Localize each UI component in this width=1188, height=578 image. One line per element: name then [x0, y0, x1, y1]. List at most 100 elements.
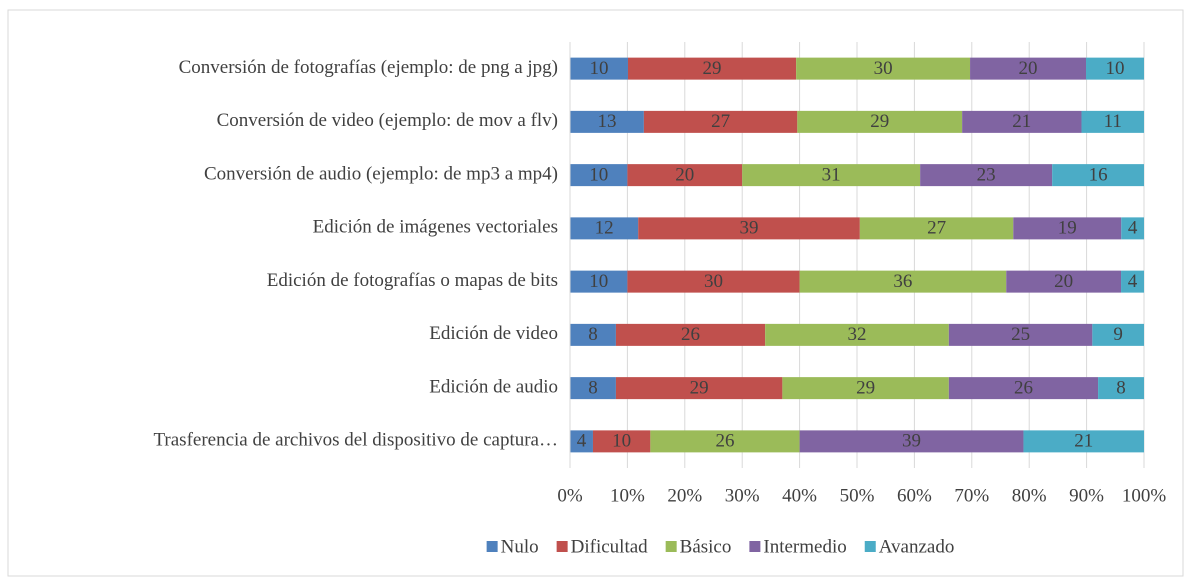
data-label: 20 — [1054, 271, 1073, 292]
bar-segment — [627, 164, 743, 187]
bar-segment — [782, 377, 949, 400]
data-label: 20 — [1019, 58, 1038, 79]
data-label: 10 — [589, 58, 608, 79]
bar-segment — [627, 57, 797, 80]
bar-segment — [570, 217, 639, 240]
bar-segment — [799, 430, 1024, 453]
data-label: 29 — [703, 58, 722, 79]
bar-segment — [592, 430, 651, 453]
data-label: 19 — [1058, 218, 1077, 239]
x-tick-label: 90% — [1069, 485, 1104, 506]
data-label: 21 — [1074, 431, 1093, 452]
bar-segment — [1086, 57, 1144, 80]
bar-segment — [799, 270, 1007, 293]
data-label: 30 — [874, 58, 893, 79]
bar-segment — [570, 57, 628, 80]
bar-segment — [948, 377, 1099, 400]
bar-segment — [627, 270, 800, 293]
x-tick-label: 0% — [557, 485, 583, 506]
bar-segment — [570, 377, 616, 400]
legend-swatch — [749, 541, 761, 552]
bar-segment — [796, 57, 971, 80]
data-label: 36 — [893, 271, 912, 292]
data-label: 21 — [1012, 111, 1031, 132]
y-tick-label: Conversión de audio (ejemplo: de mp3 a m… — [204, 163, 558, 184]
bar-segment — [570, 110, 644, 133]
bar-segment — [1098, 377, 1144, 400]
bar-segment — [638, 217, 860, 240]
legend-swatch — [486, 541, 498, 552]
bar-segment — [1121, 217, 1144, 240]
legend-label: Básico — [680, 536, 732, 557]
data-label: 27 — [927, 218, 946, 239]
data-label: 8 — [588, 377, 598, 398]
x-tick-label: 80% — [1012, 485, 1047, 506]
data-label: 10 — [589, 271, 608, 292]
legend-swatch — [556, 541, 568, 552]
data-label: 30 — [704, 271, 723, 292]
data-label: 32 — [848, 324, 867, 345]
chart-border — [7, 9, 1184, 577]
bar-segment — [650, 430, 800, 453]
bar-segment — [615, 377, 783, 400]
data-label: 27 — [711, 111, 730, 132]
data-label: 29 — [870, 111, 889, 132]
bar-segment — [1052, 164, 1144, 187]
y-tick-label: Edición de audio — [429, 376, 558, 397]
y-tick-label: Conversión de fotografías (ejemplo: de p… — [179, 57, 558, 78]
x-tick-label: 40% — [782, 485, 817, 506]
data-label: 10 — [589, 164, 608, 185]
bar-segment — [742, 164, 921, 187]
data-label: 13 — [597, 111, 616, 132]
data-label: 26 — [715, 431, 734, 452]
bar-segment — [859, 217, 1014, 240]
bar-segment — [615, 323, 766, 346]
data-label: 20 — [675, 164, 694, 185]
data-label: 4 — [1128, 218, 1138, 239]
bar-segment — [570, 270, 628, 293]
bar-segment — [962, 110, 1082, 133]
data-label: 8 — [1116, 377, 1126, 398]
data-label: 11 — [1104, 111, 1122, 132]
data-label: 4 — [1128, 271, 1138, 292]
y-tick-label: Edición de fotografías o mapas de bits — [267, 270, 558, 291]
bar-segment — [570, 430, 593, 453]
data-label: 9 — [1113, 324, 1123, 345]
data-label: 10 — [612, 431, 631, 452]
legend-label: Nulo — [501, 536, 539, 557]
bar-segment — [643, 110, 798, 133]
bar-segment — [570, 164, 628, 187]
data-label: 29 — [856, 377, 875, 398]
bar-segment — [765, 323, 949, 346]
data-label: 8 — [588, 324, 598, 345]
legend-swatch — [665, 541, 677, 552]
x-tick-label: 60% — [897, 485, 932, 506]
x-tick-label: 100% — [1122, 485, 1167, 506]
bar-segment — [920, 164, 1053, 187]
data-label: 10 — [1106, 58, 1125, 79]
y-tick-label: Conversión de video (ejemplo: de mov a f… — [217, 110, 558, 131]
data-label: 26 — [1014, 377, 1033, 398]
y-tick-label: Edición de imágenes vectoriales — [313, 217, 558, 238]
x-tick-label: 50% — [840, 485, 875, 506]
legend-swatch — [864, 541, 876, 552]
data-label: 31 — [822, 164, 841, 185]
bar-segment — [1013, 217, 1122, 240]
data-label: 29 — [690, 377, 709, 398]
data-label: 39 — [740, 218, 759, 239]
bar-segment — [1121, 270, 1144, 293]
legend-label: Dificultad — [571, 536, 649, 557]
data-label: 12 — [595, 218, 614, 239]
bar-segment — [948, 323, 1093, 346]
bar-segment — [1006, 270, 1122, 293]
data-label: 16 — [1089, 164, 1108, 185]
legend-label: Intermedio — [763, 536, 846, 557]
data-label: 23 — [977, 164, 996, 185]
legend-label: Avanzado — [879, 536, 955, 557]
y-tick-label: Edición de video — [429, 323, 558, 344]
data-label: 26 — [681, 324, 700, 345]
x-tick-label: 10% — [610, 485, 645, 506]
data-label: 4 — [577, 431, 587, 452]
bar-segment — [1081, 110, 1144, 133]
